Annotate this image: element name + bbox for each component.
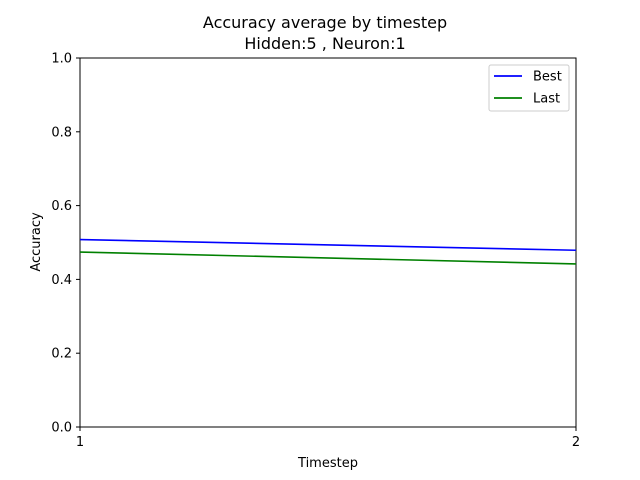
plot-area bbox=[79, 57, 577, 428]
series-line-last bbox=[79, 251, 577, 265]
y-axis-ticks: 0.0 0.2 0.4 0.6 0.8 1.0 bbox=[51, 52, 80, 436]
chart-subtitle: Hidden:5 , Neuron:1 bbox=[244, 34, 405, 53]
series-layer bbox=[79, 238, 577, 265]
y-tick-label: 0.8 bbox=[51, 125, 72, 140]
legend-label-last: Last bbox=[533, 92, 560, 107]
legend: Best Last bbox=[488, 64, 570, 112]
series-line-best bbox=[79, 238, 577, 252]
plot-frame bbox=[79, 57, 577, 428]
x-axis-label: Timestep bbox=[297, 456, 358, 471]
y-axis-label: Accuracy bbox=[29, 212, 44, 272]
y-tick-label: 0.0 bbox=[51, 421, 72, 436]
y-tick-label: 1.0 bbox=[51, 52, 72, 67]
legend-label-best: Best bbox=[533, 70, 562, 85]
x-tick-label: 2 bbox=[572, 435, 580, 450]
chart-title: Accuracy average by timestep bbox=[203, 13, 447, 32]
y-tick-label: 0.6 bbox=[51, 199, 72, 214]
y-tick-label: 0.4 bbox=[51, 273, 72, 288]
y-tick-label: 0.2 bbox=[51, 347, 72, 362]
x-tick-label: 1 bbox=[76, 435, 84, 450]
